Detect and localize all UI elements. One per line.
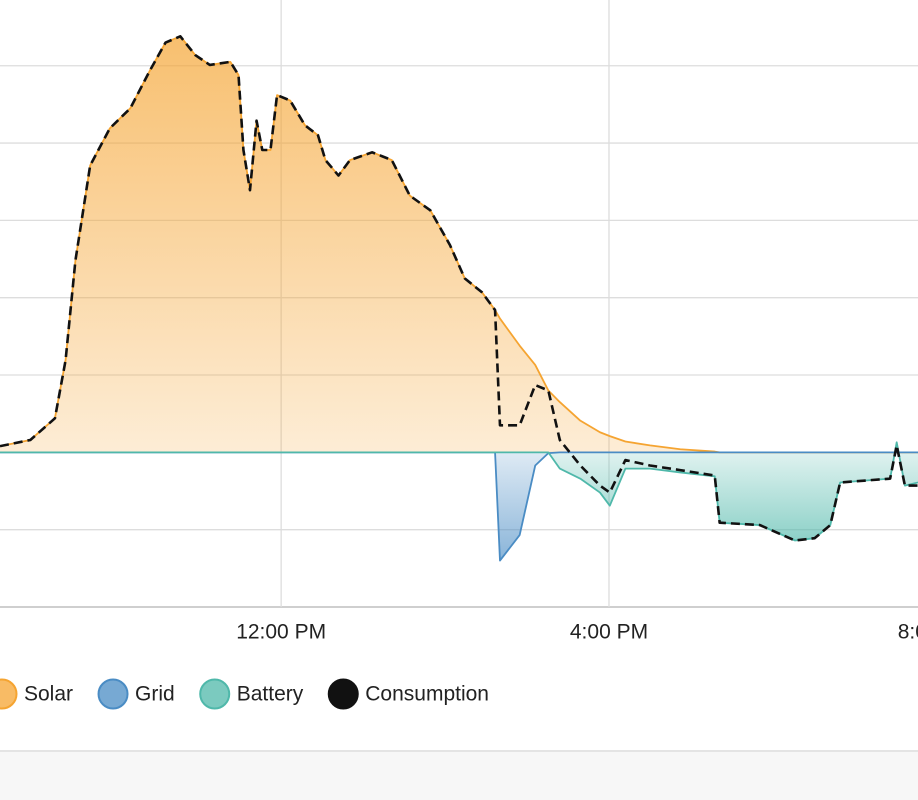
legend-label: Consumption [365,683,489,706]
legend-swatch [199,678,231,710]
legend-swatch [97,678,129,710]
x-tick-label: 4:00 PM [570,621,648,644]
lines [0,35,918,562]
areas [0,36,918,561]
legend-label: Battery [237,683,304,706]
legend-label: Solar [24,683,73,706]
legend-swatch [327,678,359,710]
legend: Solar Grid Battery Consumption [0,678,489,710]
line [0,35,918,542]
x-axis: 12:00 PM 4:00 PM 8:00 PM [236,621,918,644]
x-tick-label: 8:00 PM [898,621,918,644]
x-tick-label: 12:00 PM [236,621,326,644]
chart: 12:00 PM 4:00 PM 8:00 PM Solar Grid Battery C… [0,0,918,710]
area [0,442,918,541]
footer-band [0,750,918,800]
legend-label: Grid [135,683,175,706]
area [0,36,918,453]
legend-swatch [0,678,18,710]
